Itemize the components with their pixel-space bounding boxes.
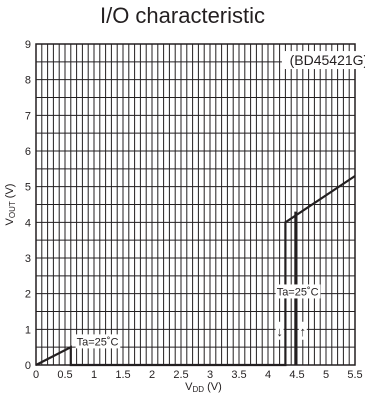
- plot-frame: [35, 43, 356, 366]
- annotation-background: [275, 284, 321, 299]
- x-tick-label: 5: [323, 369, 329, 381]
- y-tick-label: 4: [25, 217, 31, 229]
- y-tick-label: 9: [25, 39, 31, 51]
- x-tick-label: 2.5: [173, 369, 188, 381]
- y-tick-label: 0: [25, 360, 31, 372]
- part-label-background: [281, 51, 365, 70]
- temperature-annotation: Ta=25˚C: [277, 286, 319, 298]
- y-tick-label: 1: [25, 324, 31, 336]
- x-tick-label: 0.5: [57, 369, 72, 381]
- y-tick-label: 5: [25, 182, 31, 194]
- annotation-background: [298, 321, 307, 340]
- part-label: (BD45421G): [290, 52, 365, 68]
- annotation-background: [275, 321, 284, 340]
- y-tick-label: 3: [25, 253, 31, 265]
- chart-title: I/O characteristic: [99, 3, 266, 28]
- temperature-annotation: Ta=25˚C: [77, 336, 119, 348]
- arrow-annotation: ↑: [300, 324, 307, 339]
- y-tick-label: 7: [25, 110, 31, 122]
- arrow-annotation: ↓: [276, 324, 283, 339]
- y-axis-label: VOUT (V): [4, 184, 17, 226]
- y-tick-label: 6: [25, 146, 31, 158]
- tick-labels: 0 0.5 1 1.5 2 2.5 3 3.5 4 4.5 5 5.5 0 1 2 3 4 5 6 7 8 9: [25, 39, 363, 381]
- x-tick-label: 4.5: [289, 369, 304, 381]
- x-tick-label: 3: [207, 369, 213, 381]
- x-axis-label: VDD (V): [185, 381, 222, 394]
- x-tick-label: 0: [33, 369, 39, 381]
- x-tick-label: 2: [149, 369, 155, 381]
- x-tick-label: 1.5: [115, 369, 130, 381]
- y-tick-label: 8: [25, 75, 31, 87]
- grid: [36, 44, 355, 365]
- x-tick-label: 5.5: [347, 369, 362, 381]
- x-tick-label: 4: [265, 369, 271, 381]
- y-tick-label: 2: [25, 289, 31, 301]
- annotations: Ta=25˚C Ta=25˚C ↓ ↑: [75, 284, 321, 349]
- x-tick-label: 1: [91, 369, 97, 381]
- annotation-background: [75, 334, 121, 349]
- x-tick-label: 3.5: [231, 369, 246, 381]
